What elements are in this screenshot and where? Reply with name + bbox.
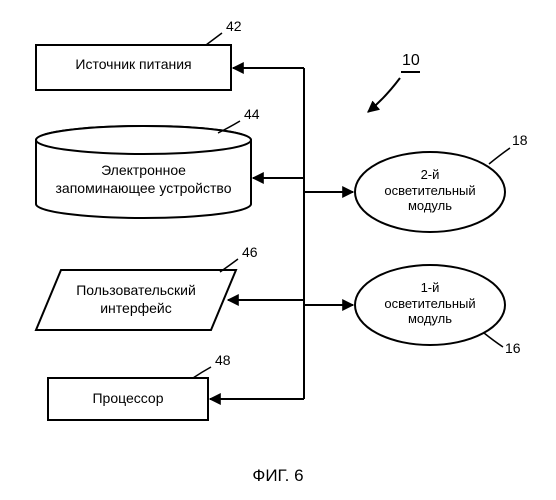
leader-42 [206,33,222,45]
leader-16 [484,333,503,347]
node-light1 [355,265,505,345]
leader-48 [193,367,211,378]
node-processor [48,378,208,420]
leader-18 [489,148,510,164]
node-ui [36,270,236,330]
node-memory [36,126,251,218]
diagram-svg [0,0,556,500]
node-power [36,45,231,90]
diagram-canvas: Источник питания Электронное запоминающе… [0,0,556,500]
node-light2 [355,152,505,232]
figure-caption: ФИГ. 6 [0,466,556,486]
sysref-arrow [368,78,400,112]
